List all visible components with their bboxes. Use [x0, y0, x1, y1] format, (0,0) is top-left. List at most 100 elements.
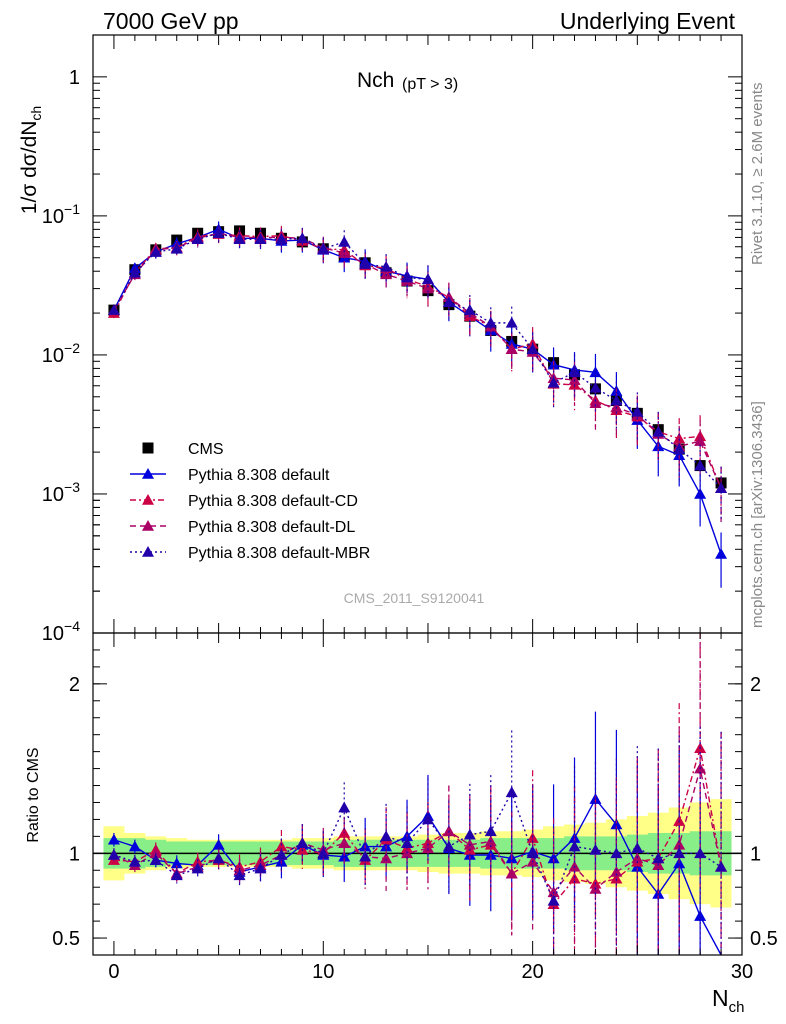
ratio-point-3-8 [275, 849, 288, 860]
main-ytick-label-3: 10−3 [42, 479, 80, 506]
ratio-point-0-1 [128, 840, 141, 852]
ratio-point-3-15 [421, 813, 434, 825]
main-frame [92, 34, 743, 634]
ratio-ytick-label-r-1: 1 [750, 843, 761, 865]
main-point-4-25 [631, 405, 644, 417]
main-point-3-22 [568, 374, 581, 385]
ratio-ytick-label-r-0: 0.5 [750, 928, 778, 950]
ratio-point-2-16 [442, 825, 455, 837]
ratio-point-3-12 [359, 850, 372, 862]
ratio-ytick-label-r-2: 2 [750, 674, 761, 696]
main-title: Nch [357, 69, 394, 92]
main-point-4-12 [359, 258, 372, 269]
main-point-4-23 [589, 381, 602, 393]
main-point-4-0 [107, 304, 120, 315]
ratio-point-3-27 [673, 847, 686, 859]
ratio-point-3-5 [212, 852, 225, 864]
ratio-point-0-5 [212, 838, 225, 850]
ratio-point-3-3 [170, 869, 183, 881]
main-point-3-28 [694, 435, 707, 446]
ratio-xlabel-text: N [712, 985, 729, 1011]
ratio-point-2-24 [610, 865, 623, 877]
ratio-point-3-28 [694, 847, 707, 859]
main-title-cut: (pT > 3) [402, 76, 458, 93]
ratio-point-0-11 [338, 850, 351, 862]
main-point-4-27 [673, 443, 686, 454]
legend-label-3: Pythia 8.308 default-DL [188, 519, 355, 536]
header-left: 7000 GeV pp [103, 8, 239, 34]
main-ytick-label-0: 1 [69, 67, 80, 89]
ratio-point-2-15 [421, 842, 434, 854]
main-ytick-label-1: 10−1 [42, 201, 80, 228]
ratio-series-line-1 [113, 748, 722, 906]
main-point-4-19 [505, 316, 518, 328]
ratio-point-3-26 [652, 852, 665, 864]
axes-layer: 1 10−1 10−2 10−3 10−4 0 10 20 30 0.5 0.5 1 1 2 2 [42, 34, 778, 983]
legend-marker-1 [142, 468, 154, 479]
main-point-4-21 [547, 376, 560, 388]
ratio-point-3-22 [568, 840, 581, 852]
ratio-point-3-2 [149, 854, 162, 865]
ratio-point-3-14 [401, 837, 414, 848]
ratio-point-0-0 [107, 833, 120, 845]
main-point-4-15 [421, 273, 434, 285]
ratio-ytick-label-1: 1 [69, 843, 80, 865]
rivet-label: Rivet 3.1.10, ≥ 2.6M events [749, 83, 766, 266]
legend-marker-0 [142, 442, 154, 454]
ratio-point-3-9 [296, 837, 309, 848]
main-point-3-15 [421, 282, 434, 294]
main-point-3-11 [338, 247, 351, 258]
legend-label-1: Pythia 8.308 default [188, 467, 330, 484]
main-point-1-29 [715, 547, 728, 559]
main-point-4-24 [610, 394, 623, 406]
ratio-point-3-21 [547, 894, 560, 906]
ratio-series-line-2 [113, 768, 722, 894]
ratio-point-3-1 [128, 855, 141, 867]
main-point-4-26 [652, 425, 665, 437]
ratio-point-0-3 [170, 857, 183, 869]
ratio-ytick-label-2: 2 [69, 674, 80, 696]
main-point-1-28 [694, 487, 707, 499]
main-point-4-14 [401, 271, 414, 283]
main-point-4-28 [694, 459, 707, 471]
ratio-point-3-20 [526, 847, 539, 859]
ratio-point-3-13 [380, 830, 393, 842]
legend-label-2: Pythia 8.308 default-CD [188, 493, 358, 510]
ratio-xlabel: Nch [712, 985, 744, 1016]
svg-text:1/σ dσ/dNch: 1/σ dσ/dNch [18, 106, 44, 214]
main-point-4-4 [191, 233, 204, 244]
ratio-point-2-13 [380, 852, 393, 864]
ratio-point-2-27 [673, 838, 686, 850]
main-ylabel-text: 1/σ dσ/dN [18, 121, 41, 215]
ratio-point-3-18 [484, 825, 497, 837]
ratio-plot-layer [93, 633, 742, 956]
main-point-1-23 [589, 366, 602, 378]
ratio-point-3-19 [505, 786, 518, 798]
ratio-point-3-4 [191, 862, 204, 874]
main-point-4-2 [149, 245, 162, 257]
mcplots-label: mcplots.cern.ch [arXiv:1306.3436] [749, 401, 766, 628]
main-ytick-label-2: 10−2 [42, 340, 80, 367]
main-point-4-6 [233, 233, 246, 244]
ratio-point-3-29 [715, 860, 728, 872]
ratio-point-3-16 [442, 840, 455, 852]
ratio-point-3-7 [254, 862, 267, 874]
ratio-point-3-17 [463, 828, 476, 840]
main-point-4-20 [526, 343, 539, 354]
main-point-4-3 [170, 242, 183, 254]
main-point-4-5 [212, 227, 225, 239]
main-point-4-17 [463, 304, 476, 315]
main-point-4-11 [338, 235, 351, 247]
main-plot-layer [107, 221, 728, 588]
svg-text:Nch: Nch [712, 985, 744, 1016]
ratio-xtick-label-2: 20 [522, 961, 544, 983]
ratio-point-3-24 [610, 847, 623, 859]
main-ylabel: 1/σ dσ/dNch [18, 106, 44, 214]
ratio-point-3-6 [233, 869, 246, 881]
header-right: Underlying Event [560, 8, 736, 34]
legend-label-0: CMS [188, 441, 224, 458]
main-point-3-19 [505, 343, 518, 354]
main-point-4-7 [254, 233, 267, 244]
main-point-3-23 [589, 397, 602, 408]
